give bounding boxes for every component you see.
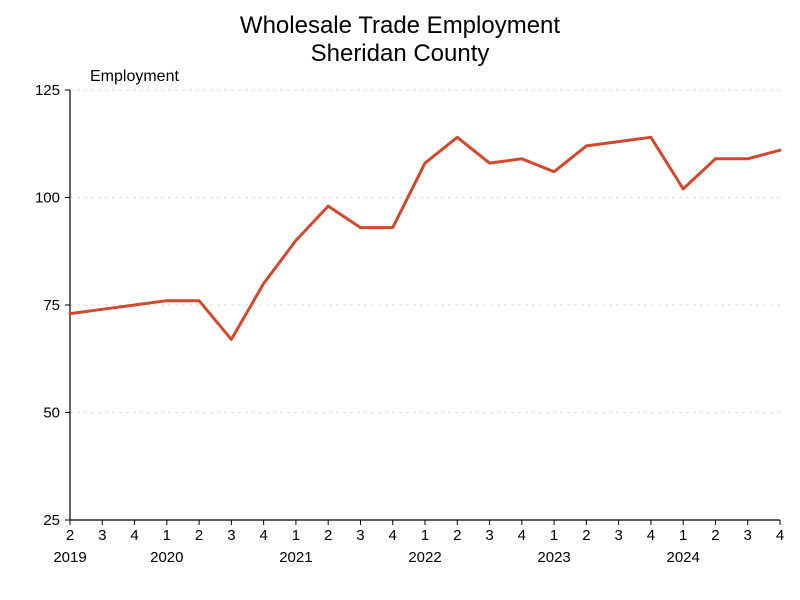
- svg-text:1: 1: [550, 527, 558, 544]
- svg-text:3: 3: [744, 527, 752, 544]
- svg-text:4: 4: [647, 527, 655, 544]
- svg-text:2: 2: [711, 527, 719, 544]
- svg-text:2: 2: [66, 527, 74, 544]
- svg-text:125: 125: [35, 82, 60, 99]
- svg-text:4: 4: [130, 527, 138, 544]
- svg-text:2: 2: [324, 527, 332, 544]
- svg-text:75: 75: [43, 297, 60, 314]
- svg-text:1: 1: [163, 527, 171, 544]
- svg-text:4: 4: [389, 527, 397, 544]
- svg-text:2: 2: [582, 527, 590, 544]
- svg-text:1: 1: [292, 527, 300, 544]
- svg-text:3: 3: [227, 527, 235, 544]
- svg-text:2022: 2022: [408, 549, 441, 566]
- svg-text:2024: 2024: [666, 549, 699, 566]
- svg-text:50: 50: [43, 405, 60, 422]
- svg-text:2: 2: [195, 527, 203, 544]
- svg-text:2: 2: [453, 527, 461, 544]
- svg-text:1: 1: [679, 527, 687, 544]
- svg-text:2021: 2021: [279, 549, 312, 566]
- svg-text:100: 100: [35, 190, 60, 207]
- svg-text:4: 4: [776, 527, 784, 544]
- svg-text:3: 3: [98, 527, 106, 544]
- svg-text:2023: 2023: [537, 549, 570, 566]
- chart-svg: 25 50 75 100 125 2 3 4 1 2 3 4 1 2 3 4 1 2 3 4 1 2 3 4 1 2 3 4 2019 2…: [0, 0, 800, 600]
- svg-text:2019: 2019: [53, 549, 86, 566]
- svg-text:4: 4: [259, 527, 267, 544]
- chart-container: Wholesale Trade Employment Sheridan Coun…: [0, 0, 800, 600]
- svg-text:4: 4: [518, 527, 526, 544]
- svg-text:3: 3: [485, 527, 493, 544]
- svg-text:3: 3: [356, 527, 364, 544]
- svg-text:2020: 2020: [150, 549, 183, 566]
- svg-text:1: 1: [421, 527, 429, 544]
- svg-text:3: 3: [614, 527, 622, 544]
- svg-text:25: 25: [43, 512, 60, 529]
